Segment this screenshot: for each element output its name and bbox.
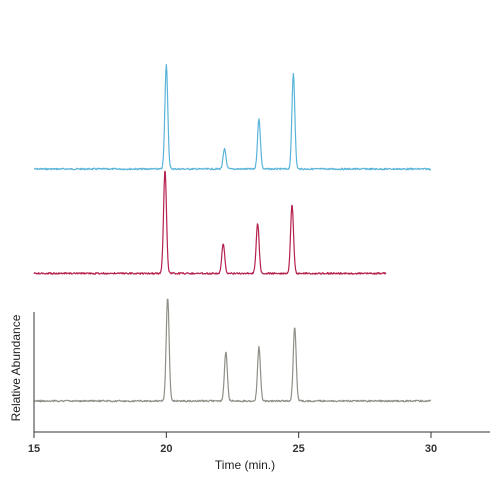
x-tick-label: 25 [293, 443, 305, 455]
x-axis-label: Time (min.) [215, 458, 275, 472]
y-axis-label: Relative Abundance [9, 314, 23, 421]
series-trace-1 [33, 63, 432, 171]
x-tick-label: 15 [28, 443, 40, 455]
x-tick-label: 30 [425, 443, 437, 455]
traces-group [33, 63, 432, 403]
series-trace-3 [33, 298, 432, 403]
x-tick-label: 20 [160, 443, 172, 455]
series-trace-2 [33, 170, 387, 275]
x-ticks-group: 15 20 25 30 [28, 432, 437, 455]
